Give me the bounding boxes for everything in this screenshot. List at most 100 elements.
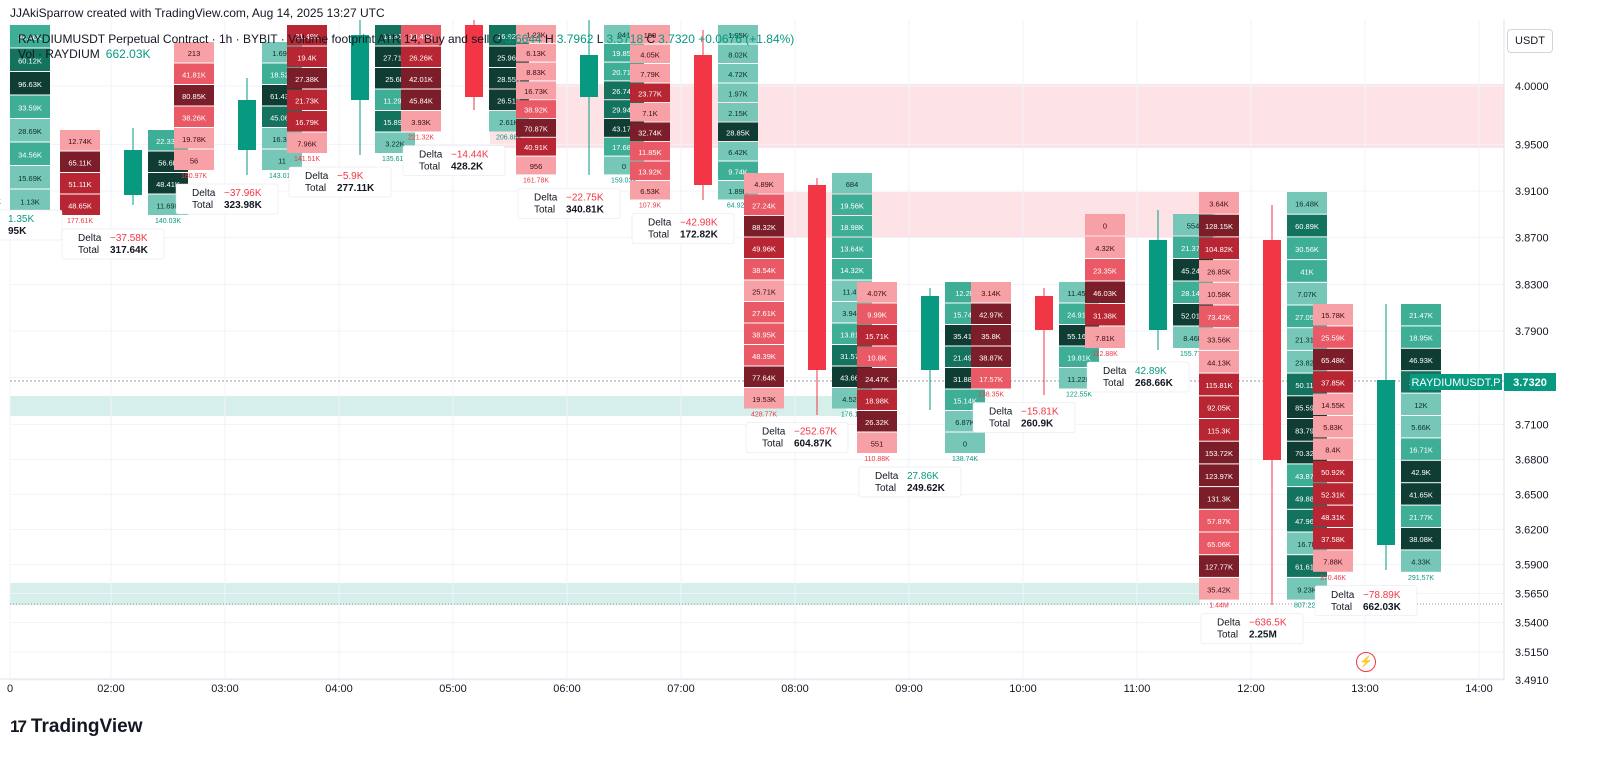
time-tick-label: 02:00 <box>97 683 125 695</box>
price-axis[interactable]: 4.00003.95003.91003.87003.83003.79003.75… <box>1410 20 1556 687</box>
sell-volume-cell <box>174 128 214 149</box>
sell-volume-label: 4.07K <box>867 289 887 298</box>
buy-volume-label: 16.71K <box>1409 446 1433 455</box>
buy-volume-label: 47.96K <box>1295 517 1319 526</box>
sell-volume-label: 4.32K <box>1095 244 1115 253</box>
buy-volume-label: 45.06K <box>270 113 294 122</box>
sell-volume-label: 40.91K <box>524 143 548 152</box>
buy-volume-label: 19.56K <box>840 201 864 210</box>
candle-body <box>124 150 142 195</box>
volume-legend[interactable]: Vol · RAYDIUM 662.03K <box>18 47 151 61</box>
sell-volume-label: 10.8K <box>867 353 887 362</box>
sell-volume-label: 35.42K <box>1207 585 1231 594</box>
sell-volume-label: 17.57K <box>979 375 1003 384</box>
sell-volume-label: 24.47K <box>865 375 889 384</box>
sell-volume-label: 6.13K <box>526 49 546 58</box>
buy-volume-label: 11.45K <box>1067 289 1090 298</box>
sell-volume-label: 46.03K <box>1093 289 1117 298</box>
sell-volume-cell <box>630 181 670 200</box>
currency-unit-button[interactable]: USDT <box>1507 29 1553 53</box>
sell-volume-label: 213 <box>188 49 201 58</box>
buy-volume-label: 9.74K <box>728 167 748 176</box>
price-tick-label: 3.6800 <box>1515 454 1549 466</box>
buy-volume-label: 6.42K <box>728 148 748 157</box>
buy-volume-cell <box>832 216 872 237</box>
delta-total-box-bg <box>1086 361 1190 393</box>
symbol-price-label[interactable]: RAYDIUMUSDT.P <box>1411 377 1500 389</box>
delta-label: Delta <box>1103 366 1127 377</box>
delta-label: Delta <box>305 171 329 182</box>
buy-volume-label: 16.3K <box>272 135 292 144</box>
buy-volume-cell <box>1401 528 1441 550</box>
buy-volume-cell <box>262 149 302 170</box>
sell-volume-cell <box>1085 281 1125 303</box>
sell-volume-label: 14.55K <box>1321 401 1345 410</box>
total-label: Total <box>875 483 896 494</box>
price-tick-label: 3.8300 <box>1515 279 1549 291</box>
sell-volume-cell <box>287 68 327 89</box>
sell-volume-cell <box>744 323 784 344</box>
total-value: 323.98K <box>224 200 263 211</box>
lightning-icon[interactable]: ⚡ <box>1356 652 1376 672</box>
sell-volume-label: 42.01K <box>409 75 433 84</box>
price-tick-label: 3.9500 <box>1515 139 1549 151</box>
sell-volume-label: 19.43K <box>409 32 433 41</box>
buy-volume-label: 43.66K <box>840 373 864 382</box>
buy-volume-label: 41.65K <box>1409 490 1433 499</box>
sell-volume-cell <box>1313 460 1353 483</box>
sell-volume-label: 57.87K <box>1207 517 1231 526</box>
buy-volume-label: 15.14K <box>953 396 977 405</box>
sell-volume-cell <box>857 325 897 346</box>
buy-volume-cell <box>1287 260 1327 282</box>
sell-volume-cell <box>857 411 897 432</box>
sell-volume-cell <box>1313 528 1353 550</box>
buy-volume-label: 42.9K <box>1411 468 1431 477</box>
buy-volume-label: 19.81K <box>1067 353 1091 362</box>
delta-total-box: Delta −636.5K Total 2.25M <box>1200 613 1304 644</box>
sell-volume-label: 1.23K <box>526 30 546 39</box>
sell-volume-cell <box>1313 348 1353 371</box>
last-price-label[interactable]: 3.7320 <box>1513 377 1547 389</box>
buy-volume-label: 41K <box>1300 267 1313 276</box>
buy-volume-label: 16.92K <box>497 32 521 41</box>
brand-name: TradingView <box>30 716 143 737</box>
buy-volume-label: 2.15K <box>728 109 748 118</box>
total-value: 317.64K <box>110 245 149 256</box>
buy-volume-label: 21.77K <box>1409 513 1433 522</box>
sell-volume-label: 11.85K <box>638 148 661 157</box>
buy-volume-label: 18.36K <box>383 32 407 41</box>
time-tick-label: 10:00 <box>1009 683 1037 695</box>
sell-volume-cell <box>401 25 441 46</box>
sell-volume-label: 104.82K <box>1205 245 1233 254</box>
delta-total-box: Delta 42.89K Total 268.66K <box>1086 361 1190 393</box>
sell-total-label: 107.9K <box>639 203 662 210</box>
sell-volume-cell <box>1199 577 1239 600</box>
delta-total-box: Delta 27.86K Total 249.62K <box>858 466 962 498</box>
delta-label: Delta <box>78 233 102 244</box>
candle-body <box>1263 240 1281 460</box>
sell-volume-label: 13.92K <box>638 167 662 176</box>
buy-volume-cell <box>1401 550 1441 572</box>
sell-volume-cell <box>401 111 441 132</box>
sell-volume-label: 7.79K <box>640 70 660 79</box>
buy-volume-label: 1.69K <box>272 49 292 58</box>
sell-volume-cell <box>971 282 1011 303</box>
legend-title[interactable]: RAYDIUMUSDT Perpetual Contract · 1h · BY… <box>18 32 490 46</box>
sell-volume-label: 551 <box>871 439 884 448</box>
sell-volume-cell <box>287 46 327 67</box>
legend-c-value: 3.7320 <box>658 32 695 46</box>
delta-total-box: Delta −42.98K Total 172.82K <box>631 213 735 244</box>
sell-volume-label: 37.85K <box>1321 378 1345 387</box>
sell-volume-label: 7.96K <box>297 139 317 148</box>
buy-volume-cell <box>1401 416 1441 438</box>
sell-volume-label: 38.87K <box>979 353 1003 362</box>
candle-body <box>1377 380 1395 545</box>
sell-volume-cell <box>516 156 556 175</box>
buy-volume-label: 31.88K <box>953 375 977 384</box>
sell-volume-label: 128.15K <box>1205 222 1233 231</box>
total-value: 340.81K <box>566 204 605 215</box>
time-axis[interactable]: 0 02:00 03:00 04:00 05:00 06:00 07:00 08:00 09:0… <box>0 678 1504 695</box>
sell-volume-label: 27.24K <box>752 201 776 210</box>
sell-volume-cell <box>744 388 784 409</box>
